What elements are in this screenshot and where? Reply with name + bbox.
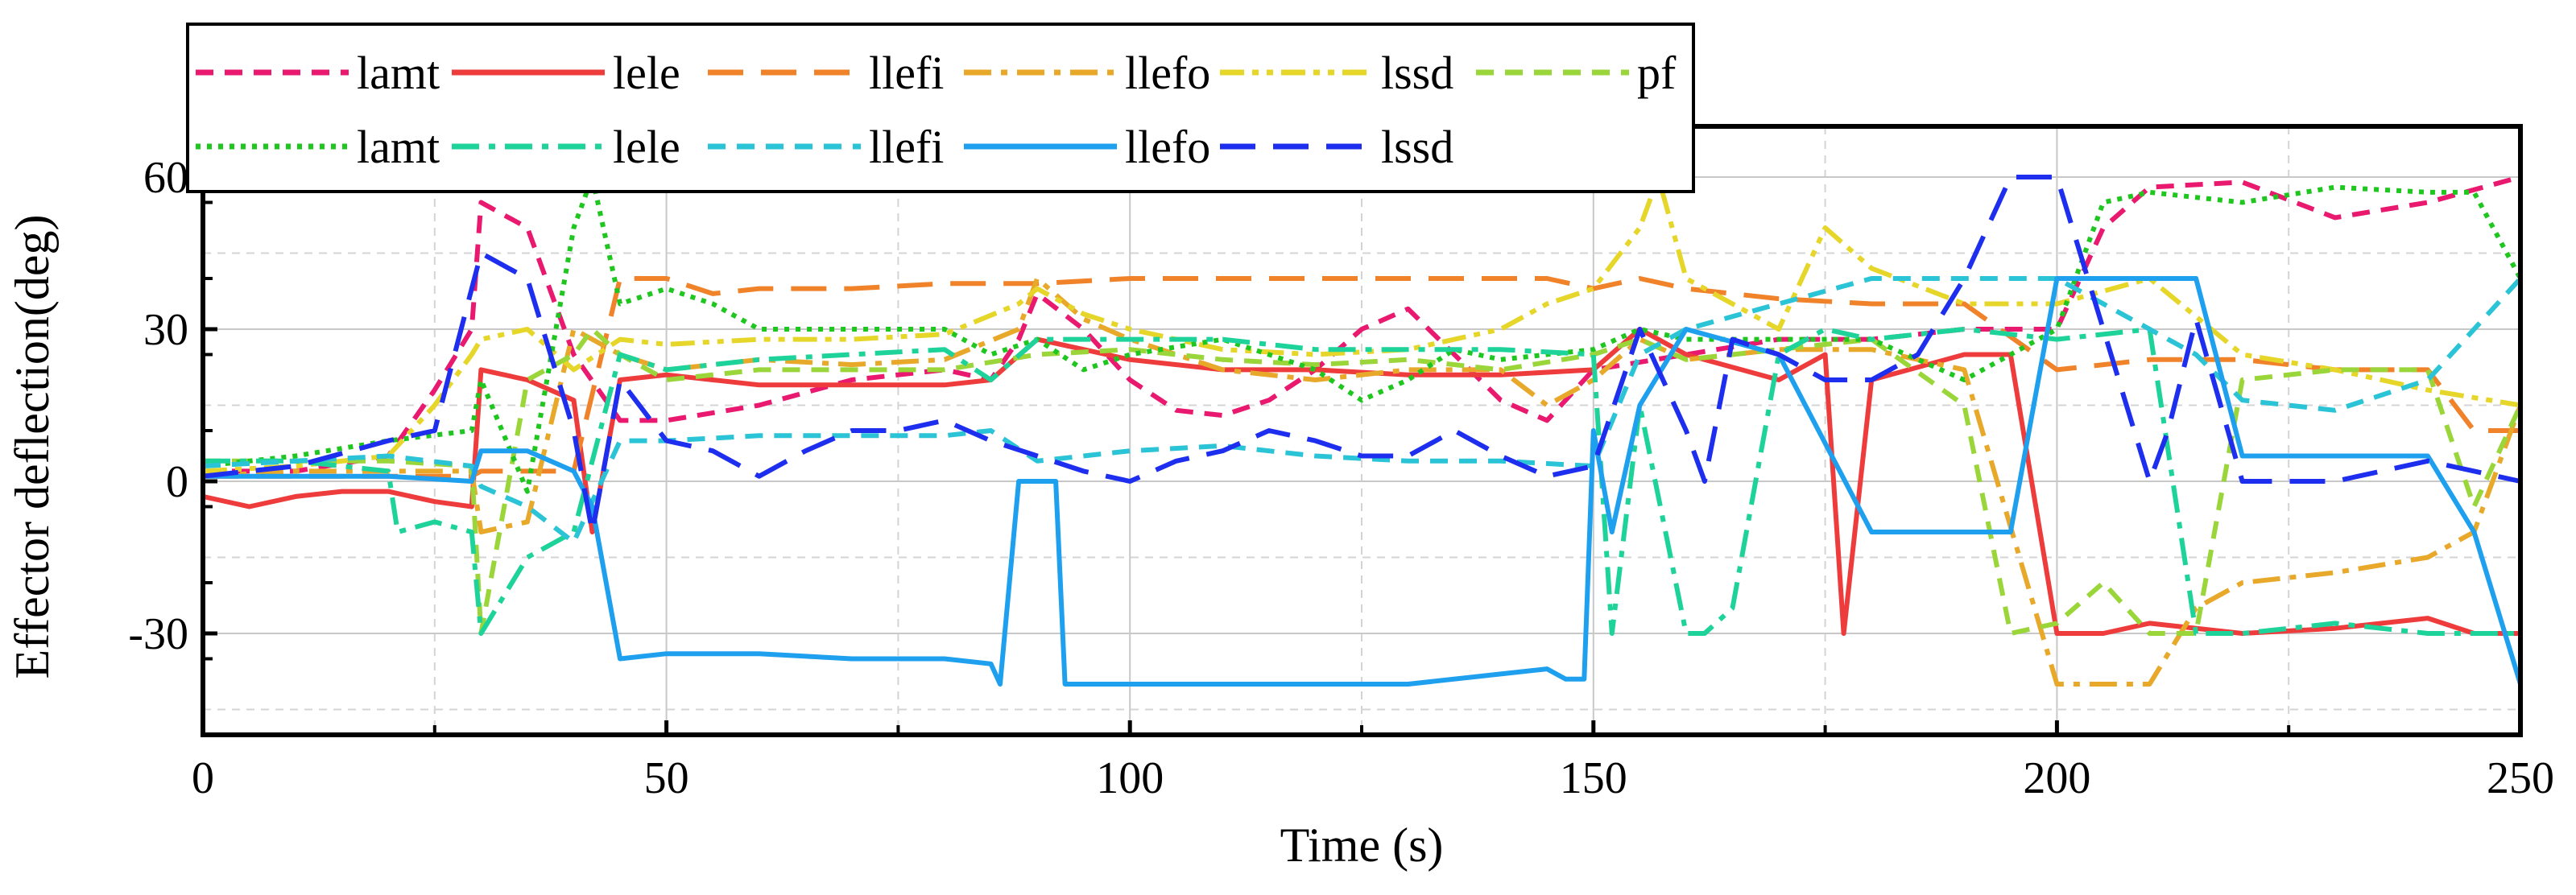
legend-label: lele <box>613 121 680 173</box>
series-line-lssd-11 <box>202 175 2521 534</box>
legend-label: lssd <box>1381 47 1453 99</box>
legend-label: lamt <box>357 121 440 173</box>
y-tick-label: -30 <box>128 609 188 659</box>
y-tick-label: 60 <box>143 153 188 203</box>
x-tick-label: 100 <box>1096 753 1164 803</box>
series-line-llefi-3 <box>203 276 2520 479</box>
y-tick-labels: -30 0 30 60 <box>128 153 188 659</box>
x-tick-label: 0 <box>192 753 214 803</box>
x-tick-label: 50 <box>644 753 689 803</box>
legend-label: lele <box>613 47 680 99</box>
series-line-llefo-10 <box>203 276 2523 687</box>
legend-label: lamt <box>357 47 440 99</box>
legend-label: pf <box>1637 47 1677 99</box>
legend-label: llefi <box>869 47 944 99</box>
series-line-lele-8 <box>203 327 2520 636</box>
x-axis-title: Time (s) <box>1280 819 1444 872</box>
x-tick-label: 150 <box>1560 753 1627 803</box>
legend-label: llefo <box>1125 121 1210 173</box>
y-tick-label: 30 <box>143 305 188 355</box>
legend-box <box>186 23 1695 193</box>
series-line-lssd-5 <box>202 175 2521 474</box>
series-line-lamt-7 <box>202 175 2523 494</box>
legend-label: llefo <box>1125 47 1210 99</box>
legend: lamt lele llefi llefo lssd pf lamt lele llefi lle… <box>186 23 1695 193</box>
data-series <box>202 175 2523 687</box>
series-line-llefi-9 <box>202 276 2523 545</box>
legend-label: llefi <box>869 121 944 173</box>
y-axis-title: Effector deflection(deg) <box>6 215 59 679</box>
y-tick-label: 0 <box>166 457 188 507</box>
legend-label: lssd <box>1381 121 1453 173</box>
series-line-lamt-1 <box>203 175 2521 474</box>
series-line-pf-6 <box>203 327 2523 636</box>
x-tick-labels: 0 50 100 150 200 250 <box>192 753 2554 803</box>
x-tick-label: 200 <box>2023 753 2090 803</box>
x-tick-label: 250 <box>2487 753 2554 803</box>
